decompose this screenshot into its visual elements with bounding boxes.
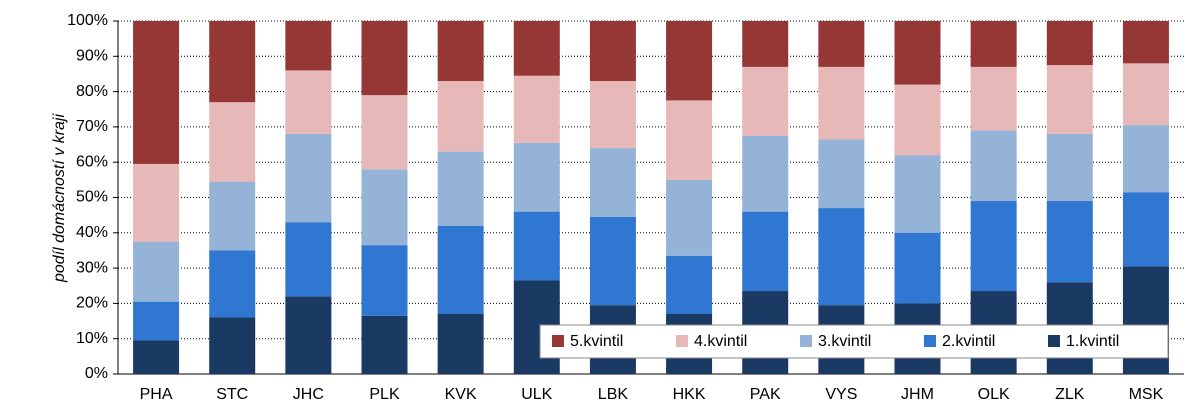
bar-segment — [894, 155, 941, 233]
bar-segment — [894, 84, 941, 156]
bar-segment — [589, 216, 636, 306]
y-tick-label: 20% — [76, 295, 108, 312]
bar-segment — [133, 340, 180, 374]
bar-segment — [818, 66, 865, 140]
bar-segment — [666, 21, 713, 101]
legend-label: 5.kvintil — [570, 333, 623, 350]
x-tick-label: PLK — [369, 386, 400, 403]
bar-segment — [1122, 192, 1169, 267]
bar-segment — [513, 142, 560, 212]
bar-segment — [742, 135, 789, 212]
bar-segment — [361, 95, 408, 170]
legend-label: 3.kvintil — [818, 333, 871, 350]
bar-segment — [970, 201, 1017, 292]
x-tick-label: ULK — [521, 386, 552, 403]
x-tick-label: JHC — [293, 386, 324, 403]
x-tick-label: OLK — [978, 386, 1010, 403]
bar-segment — [666, 255, 713, 314]
legend-swatch — [552, 335, 564, 347]
bar-segment — [589, 148, 636, 217]
bar-segment — [209, 181, 256, 251]
x-tick-label: MSK — [1129, 386, 1164, 403]
bar-segment — [133, 163, 180, 242]
y-tick-label: 0% — [85, 365, 108, 382]
bar-segment — [1046, 201, 1093, 283]
bar-segment — [513, 75, 560, 143]
y-tick-label: 100% — [67, 12, 108, 29]
x-tick-label: HKK — [673, 386, 706, 403]
bar-segment — [437, 81, 484, 152]
x-tick-label: STC — [216, 386, 248, 403]
bar-segment — [589, 21, 636, 82]
x-tick-label: PHA — [140, 386, 173, 403]
legend-swatch — [676, 335, 688, 347]
x-tick-label: PAK — [750, 386, 781, 403]
bar-segment — [133, 21, 180, 164]
bar-segment — [818, 208, 865, 306]
bar-segment — [1046, 21, 1093, 66]
bar-segment — [513, 21, 560, 76]
legend-label: 4.kvintil — [694, 333, 747, 350]
bar-segment — [133, 301, 180, 341]
y-tick-label: 90% — [76, 48, 108, 65]
bar-segment — [361, 315, 408, 374]
bar-segment — [209, 21, 256, 103]
bar-segment — [209, 102, 256, 182]
bar-segment — [742, 21, 789, 67]
bar-segment — [894, 232, 941, 304]
bar-segment — [437, 225, 484, 314]
bar-segment — [970, 130, 1017, 202]
bar-segment — [285, 133, 332, 223]
legend-swatch — [924, 335, 936, 347]
legend-swatch — [1048, 335, 1060, 347]
bar-segment — [133, 241, 180, 302]
y-tick-label: 10% — [76, 330, 108, 347]
bar-segment — [1122, 21, 1169, 64]
y-tick-label: 40% — [76, 224, 108, 241]
bar-segment — [1046, 133, 1093, 202]
bar-segment — [285, 222, 332, 297]
legend-swatch — [800, 335, 812, 347]
legend-label: 2.kvintil — [942, 333, 995, 350]
x-tick-label: JHM — [901, 386, 934, 403]
bar-segment — [1122, 63, 1169, 126]
y-tick-label: 80% — [76, 83, 108, 100]
bar-segment — [285, 21, 332, 71]
bar-segment — [970, 66, 1017, 131]
y-tick-label: 70% — [76, 118, 108, 135]
bar-segment — [742, 66, 789, 136]
bar-segment — [1122, 125, 1169, 193]
bar-segment — [285, 296, 332, 374]
y-tick-label: 30% — [76, 259, 108, 276]
bar-segment — [361, 245, 408, 316]
y-tick-label: 60% — [76, 153, 108, 170]
bar-segment — [666, 100, 713, 180]
legend-box — [539, 324, 1169, 359]
bar-segment — [209, 317, 256, 374]
x-tick-label: LBK — [598, 386, 629, 403]
x-tick-label: ZLK — [1055, 386, 1085, 403]
bar-segment — [437, 151, 484, 226]
bar-segment — [666, 179, 713, 256]
bar-segment — [589, 81, 636, 149]
bar-segment — [513, 211, 560, 281]
x-tick-label: VYS — [825, 386, 857, 403]
bar-segment — [818, 21, 865, 67]
bar-segment — [209, 250, 256, 318]
y-tick-label: 50% — [76, 189, 108, 206]
bar-segment — [437, 313, 484, 374]
bar-segment — [361, 169, 408, 246]
bar-segment — [970, 21, 1017, 67]
x-tick-label: KVK — [445, 386, 477, 403]
bar-segment — [361, 21, 408, 96]
bar-segment — [894, 21, 941, 85]
legend-label: 1.kvintil — [1066, 333, 1119, 350]
bar-segment — [285, 70, 332, 134]
bar-segment — [818, 139, 865, 209]
bar-segment — [1046, 65, 1093, 134]
bar-segment — [437, 21, 484, 82]
bar-segment — [742, 211, 789, 292]
y-axis-label: podíl domácností v kraji — [51, 114, 68, 284]
